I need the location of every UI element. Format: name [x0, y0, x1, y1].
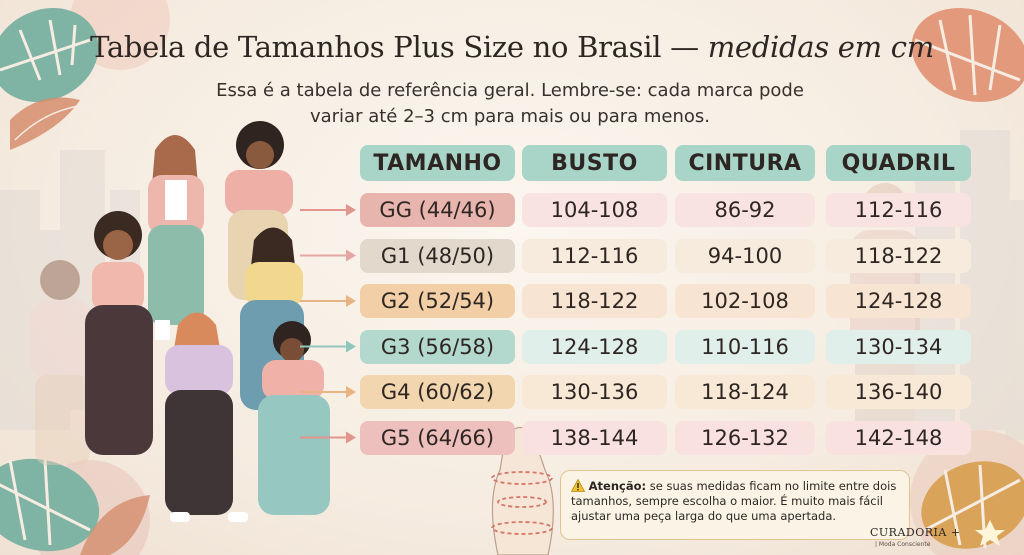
- women-illustration: [30, 121, 330, 522]
- row-arrows: [300, 204, 356, 444]
- attention-notice: Atenção: se suas medidas ficam no limite…: [560, 470, 910, 540]
- leaf-bottom-right-icon: [921, 461, 1024, 549]
- warning-icon: [570, 478, 586, 492]
- hip-value-row-3: 124-128: [826, 284, 971, 318]
- page-subtitle: Essa é a tabela de referência geral. Lem…: [216, 80, 804, 127]
- brand-tagline: | Moda Consciente: [875, 541, 931, 548]
- row-arrow-head-6: [346, 431, 356, 444]
- brand-name: CURADORIA +: [870, 526, 961, 539]
- header-tamanho: TAMANHO: [360, 145, 515, 181]
- waist-value-row-1: 86-92: [675, 193, 815, 227]
- leaf-top-left-icon: [0, 8, 99, 150]
- size-label-row-2: G1 (48/50): [360, 238, 515, 273]
- waist-value-row-3: 102-108: [675, 284, 815, 318]
- waist-value-row-6: 126-132: [675, 420, 815, 455]
- hip-value-row-6: 142-148: [826, 420, 971, 455]
- size-label-row-4: G3 (56/58): [360, 329, 515, 364]
- header-cintura: CINTURA: [675, 145, 815, 181]
- bust-value-row-4: 124-128: [522, 329, 667, 364]
- row-arrow-head-4: [346, 340, 356, 353]
- bust-value-row-5: 130-136: [522, 375, 667, 409]
- hip-value-row-1: 112-116: [826, 193, 971, 227]
- bust-value-row-3: 118-122: [522, 284, 667, 318]
- row-arrow-head-3: [346, 295, 356, 307]
- size-label-row-6: G5 (64/66): [360, 420, 515, 455]
- leaf-top-right-icon: [911, 7, 1024, 103]
- leaf-bottom-left-icon: [0, 458, 150, 555]
- waist-value-row-2: 94-100: [675, 238, 815, 273]
- page-title: Tabela de Tamanhos Plus Size no Brasil —…: [0, 30, 1024, 64]
- header-busto: BUSTO: [522, 145, 667, 181]
- page-title-italic: medidas em cm: [707, 30, 934, 64]
- hip-value-row-2: 118-122: [826, 238, 971, 273]
- waist-value-row-5: 118-124: [675, 375, 815, 409]
- bust-value-row-6: 138-144: [522, 420, 667, 455]
- waist-value-row-4: 110-116: [675, 329, 815, 364]
- row-arrow-head-1: [346, 204, 356, 216]
- header-quadril: QUADRIL: [826, 145, 971, 181]
- size-label-row-1: GG (44/46): [360, 193, 515, 227]
- bust-value-row-2: 112-116: [522, 238, 667, 273]
- hip-value-row-4: 130-134: [826, 329, 971, 364]
- page-title-main: Tabela de Tamanhos Plus Size no Brasil —: [90, 30, 708, 64]
- row-arrow-head-5: [346, 386, 356, 398]
- row-arrow-head-2: [346, 249, 356, 262]
- notice-label: Atenção:: [588, 479, 647, 493]
- body-measurement-sketch: [491, 426, 554, 555]
- size-label-row-5: G4 (60/62): [360, 375, 515, 409]
- size-label-row-3: G2 (52/54): [360, 284, 515, 318]
- notice-text: se suas medidas ficam no limite entre do…: [571, 479, 897, 523]
- bust-value-row-1: 104-108: [522, 193, 667, 227]
- hip-value-row-5: 136-140: [826, 375, 971, 409]
